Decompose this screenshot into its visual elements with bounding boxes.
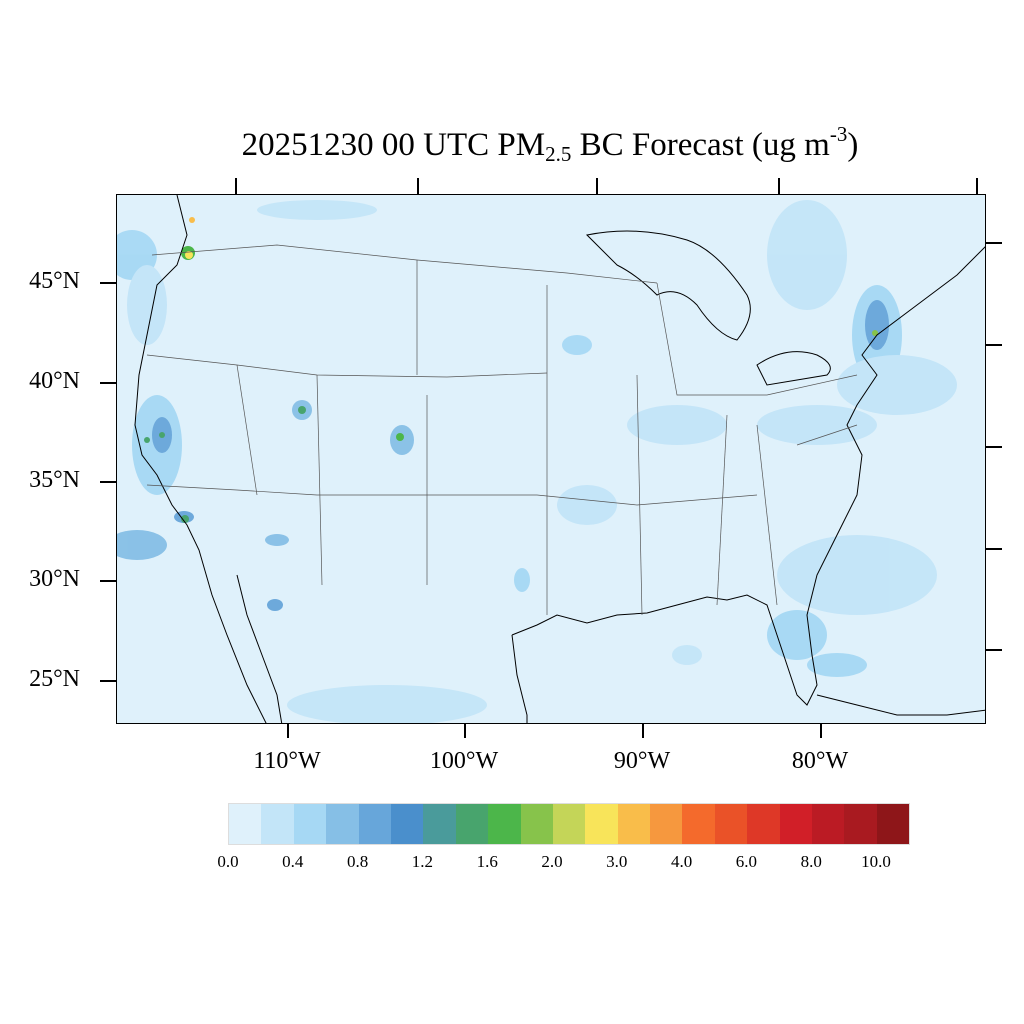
- colorbar-swatch: [747, 804, 780, 844]
- forecast-map: [117, 195, 985, 723]
- title-middle: BC Forecast (ug m: [571, 127, 830, 163]
- coastline-outline: [134, 195, 985, 723]
- bottom-tick-100: [464, 724, 466, 738]
- lon-label-90: 90°W: [613, 748, 671, 774]
- colorbar-label: 1.2: [411, 852, 434, 871]
- left-tick-25: [100, 680, 116, 682]
- right-tick-5: [986, 649, 1002, 651]
- colorbar-swatch: [423, 804, 456, 844]
- colorbar-swatch: [585, 804, 618, 844]
- state-boundary-lines: [146, 244, 858, 616]
- title-superscript: -3: [829, 122, 848, 146]
- colorbar-swatch: [812, 804, 845, 844]
- bottom-tick-90: [642, 724, 644, 738]
- title-suffix: ): [847, 127, 859, 163]
- lat-label-35: 35°N: [29, 467, 80, 493]
- colorbar-swatch: [682, 804, 715, 844]
- lon-label-80: 80°W: [791, 748, 849, 774]
- colorbar-swatch: [261, 804, 294, 844]
- top-tick-3: [596, 178, 598, 194]
- colorbar-swatch: [650, 804, 683, 844]
- title-subscript: 2.5: [545, 142, 572, 166]
- lat-label-40: 40°N: [29, 368, 80, 394]
- colorbar-swatch: [844, 804, 877, 844]
- map-title: 20251230 00 UTC PM2.5 BC Forecast (ug m-…: [0, 122, 1024, 167]
- lon-label-110: 110°W: [253, 748, 321, 774]
- colorbar-label: 0.8: [346, 852, 369, 871]
- lat-label-25: 25°N: [29, 666, 80, 692]
- colorbar: [228, 803, 911, 845]
- colorbar-label: 8.0: [800, 852, 822, 871]
- right-tick-2: [986, 344, 1002, 346]
- colorbar-label: 10.0: [861, 852, 891, 871]
- colorbar-swatch: [293, 804, 327, 844]
- colorbar-label: 0.0: [217, 852, 239, 871]
- left-tick-40: [100, 382, 116, 384]
- colorbar-swatch: [617, 804, 651, 844]
- map-panel: [116, 194, 986, 724]
- bottom-tick-80: [820, 724, 822, 738]
- colorbar-swatch: [552, 804, 586, 844]
- colorbar-label: 2.0: [541, 852, 563, 871]
- colorbar-swatch: [358, 804, 391, 844]
- top-tick-1: [235, 178, 237, 194]
- lat-label-45: 45°N: [29, 268, 80, 294]
- colorbar-label: 4.0: [670, 852, 693, 871]
- left-tick-30: [100, 580, 116, 582]
- right-tick-4: [986, 548, 1002, 550]
- colorbar-label: 3.0: [606, 852, 628, 871]
- colorbar-label: 6.0: [735, 852, 758, 871]
- colorbar-swatch: [714, 804, 748, 844]
- colorbar-label: 1.6: [476, 852, 498, 871]
- colorbar-swatch: [876, 804, 910, 844]
- colorbar-swatch: [229, 804, 262, 844]
- concentration-field: [117, 200, 957, 723]
- colorbar-swatch: [390, 804, 424, 844]
- title-prefix: 20251230 00 UTC PM: [241, 127, 546, 163]
- right-tick-1: [986, 242, 1002, 244]
- bottom-tick-110: [287, 724, 289, 738]
- top-tick-5: [976, 178, 978, 194]
- colorbar-swatch: [520, 804, 553, 844]
- top-tick-4: [778, 178, 780, 194]
- colorbar-swatch: [488, 804, 521, 844]
- colorbar-label: 0.4: [282, 852, 304, 871]
- lat-label-30: 30°N: [29, 566, 80, 592]
- left-tick-45: [100, 282, 116, 284]
- hotspots: [144, 217, 878, 523]
- right-tick-3: [986, 446, 1002, 448]
- left-tick-35: [100, 481, 116, 483]
- colorbar-swatch: [779, 804, 813, 844]
- colorbar-swatch: [455, 804, 489, 844]
- lon-label-100: 100°W: [429, 748, 499, 774]
- colorbar-swatch: [326, 804, 359, 844]
- top-tick-2: [417, 178, 419, 194]
